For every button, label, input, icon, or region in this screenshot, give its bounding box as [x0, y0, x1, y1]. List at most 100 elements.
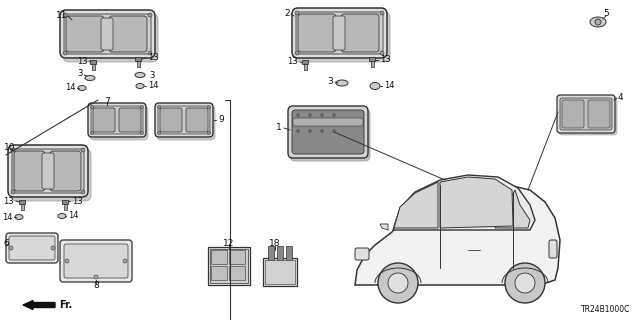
Ellipse shape — [78, 85, 86, 91]
FancyBboxPatch shape — [355, 248, 369, 260]
FancyBboxPatch shape — [42, 153, 54, 189]
Text: 13: 13 — [380, 54, 390, 63]
FancyBboxPatch shape — [64, 14, 151, 54]
FancyBboxPatch shape — [66, 16, 104, 52]
FancyBboxPatch shape — [559, 97, 617, 135]
Circle shape — [11, 148, 15, 152]
Bar — [92, 63, 95, 70]
Bar — [303, 63, 307, 70]
Bar — [371, 60, 374, 67]
Circle shape — [333, 130, 335, 132]
FancyBboxPatch shape — [157, 106, 215, 140]
Bar — [19, 200, 25, 204]
Text: 8: 8 — [93, 281, 99, 290]
Text: 3: 3 — [77, 69, 83, 78]
FancyBboxPatch shape — [292, 110, 364, 154]
FancyBboxPatch shape — [90, 106, 148, 140]
Circle shape — [295, 11, 299, 15]
FancyBboxPatch shape — [560, 98, 612, 130]
Bar — [135, 57, 141, 61]
Text: 3: 3 — [327, 76, 333, 85]
Polygon shape — [380, 224, 388, 230]
Circle shape — [148, 13, 152, 17]
Circle shape — [51, 246, 55, 250]
FancyBboxPatch shape — [292, 8, 387, 58]
Circle shape — [141, 106, 143, 108]
FancyBboxPatch shape — [158, 106, 210, 134]
FancyBboxPatch shape — [288, 106, 368, 158]
Circle shape — [308, 130, 312, 132]
Bar — [20, 203, 24, 210]
Bar — [63, 203, 67, 210]
FancyBboxPatch shape — [50, 151, 81, 191]
Circle shape — [296, 114, 300, 116]
FancyBboxPatch shape — [88, 103, 146, 137]
Text: 12: 12 — [223, 238, 235, 247]
FancyBboxPatch shape — [549, 240, 557, 258]
Polygon shape — [495, 190, 530, 228]
Circle shape — [380, 51, 384, 55]
Circle shape — [63, 51, 67, 55]
Polygon shape — [393, 175, 535, 230]
Bar — [268, 246, 274, 260]
Text: 13: 13 — [77, 57, 88, 66]
Ellipse shape — [590, 17, 606, 27]
Bar — [62, 200, 68, 204]
Bar — [277, 246, 283, 260]
FancyBboxPatch shape — [557, 95, 615, 133]
Circle shape — [333, 114, 335, 116]
Circle shape — [207, 132, 211, 134]
Circle shape — [378, 263, 418, 303]
Circle shape — [90, 132, 93, 134]
Circle shape — [148, 51, 152, 55]
FancyArrow shape — [23, 300, 55, 309]
Text: 13: 13 — [148, 53, 159, 62]
Text: 13: 13 — [3, 196, 14, 205]
Circle shape — [321, 114, 323, 116]
Circle shape — [515, 273, 535, 293]
Circle shape — [63, 13, 67, 17]
Text: 7: 7 — [104, 97, 110, 106]
Text: 14: 14 — [3, 212, 13, 221]
Circle shape — [9, 246, 13, 250]
Bar — [211, 266, 227, 280]
FancyBboxPatch shape — [160, 108, 182, 132]
Bar — [369, 57, 375, 61]
Bar — [210, 249, 248, 283]
FancyBboxPatch shape — [290, 109, 370, 161]
Circle shape — [81, 148, 85, 152]
Circle shape — [321, 130, 323, 132]
Circle shape — [207, 106, 211, 108]
Bar — [211, 250, 227, 264]
Text: TR24B1000C: TR24B1000C — [580, 305, 630, 314]
Polygon shape — [440, 177, 513, 228]
Ellipse shape — [136, 84, 144, 89]
FancyBboxPatch shape — [588, 100, 610, 128]
Circle shape — [11, 190, 15, 194]
FancyBboxPatch shape — [8, 145, 88, 197]
Ellipse shape — [58, 213, 66, 219]
Text: 1: 1 — [276, 124, 282, 132]
FancyBboxPatch shape — [186, 108, 208, 132]
Bar — [229, 250, 245, 264]
Text: 9: 9 — [218, 116, 224, 124]
FancyBboxPatch shape — [298, 14, 336, 52]
FancyBboxPatch shape — [562, 100, 584, 128]
Text: 14: 14 — [68, 212, 79, 220]
Circle shape — [123, 259, 127, 263]
Circle shape — [94, 275, 98, 279]
FancyBboxPatch shape — [91, 106, 143, 134]
Circle shape — [295, 51, 299, 55]
Circle shape — [308, 122, 312, 124]
Circle shape — [81, 190, 85, 194]
FancyBboxPatch shape — [12, 149, 84, 193]
FancyBboxPatch shape — [64, 244, 128, 278]
Circle shape — [141, 132, 143, 134]
FancyBboxPatch shape — [14, 151, 45, 191]
Circle shape — [157, 132, 161, 134]
Bar — [208, 247, 250, 285]
Text: 14: 14 — [65, 84, 76, 92]
Text: Fr.: Fr. — [60, 300, 72, 310]
Circle shape — [505, 263, 545, 303]
Text: 10: 10 — [4, 143, 15, 153]
